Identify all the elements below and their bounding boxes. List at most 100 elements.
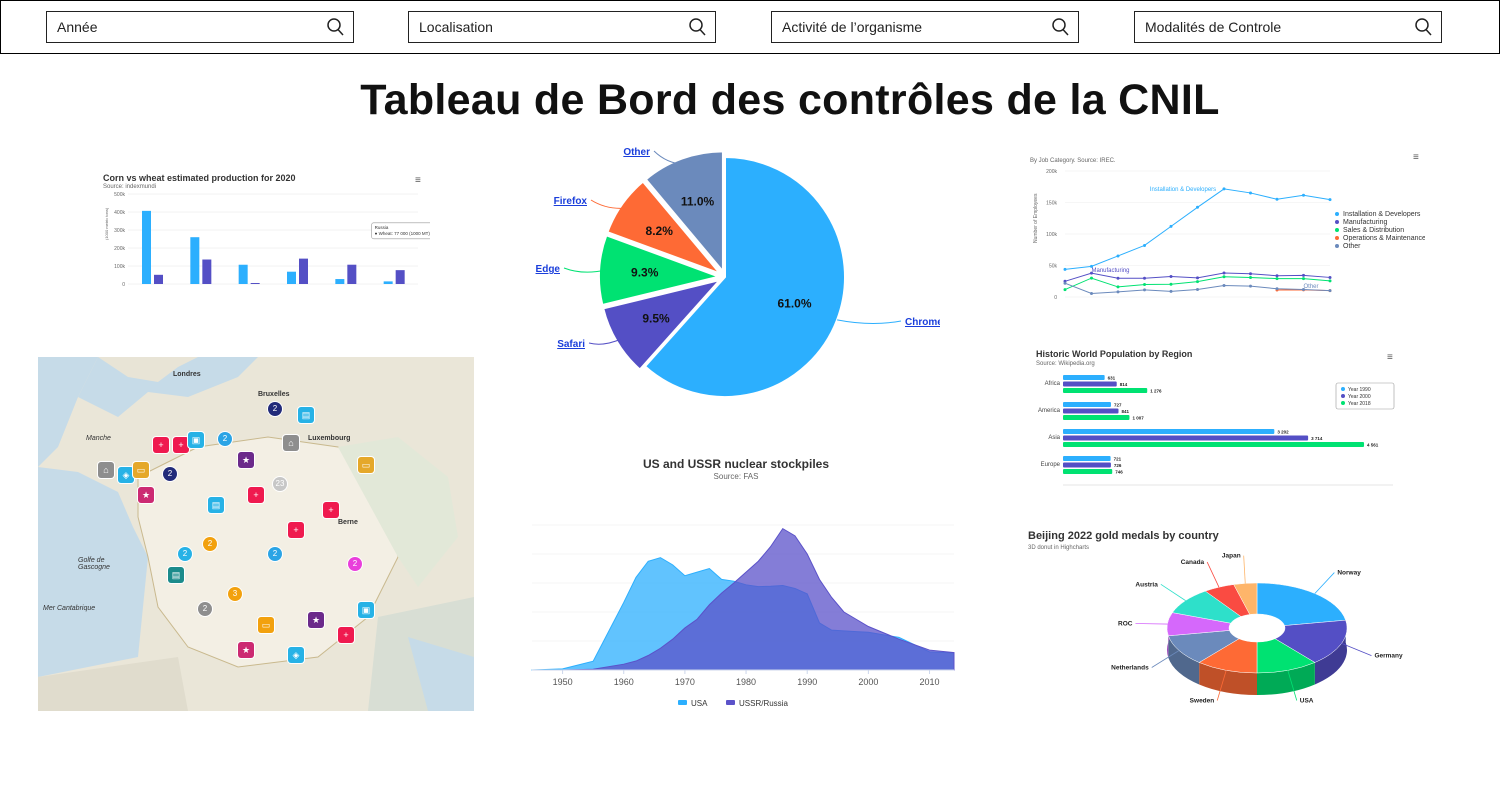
search-icon[interactable] bbox=[1413, 17, 1433, 37]
chart-title: US and USSR nuclear stockpiles bbox=[643, 457, 829, 471]
map-marker[interactable]: ▣ bbox=[188, 432, 204, 448]
donut-side bbox=[1257, 662, 1315, 695]
connector-line bbox=[1206, 561, 1220, 588]
map-marker[interactable]: + bbox=[248, 487, 264, 503]
menu-icon[interactable]: ≡ bbox=[415, 175, 421, 186]
slice-label: 8.2% bbox=[646, 224, 674, 238]
map-marker[interactable]: ★ bbox=[138, 487, 154, 503]
map-marker[interactable]: + bbox=[153, 437, 169, 453]
slice-name-link[interactable]: Safari bbox=[557, 339, 585, 350]
map-marker[interactable]: ◈ bbox=[118, 467, 134, 483]
map-marker[interactable]: ⌂ bbox=[98, 462, 114, 478]
slice-name-link[interactable]: Chrome bbox=[905, 317, 940, 328]
pie-slice bbox=[644, 150, 724, 275]
bar bbox=[1063, 456, 1111, 461]
bar-label: 746 bbox=[1115, 470, 1123, 475]
legend-marker bbox=[1335, 236, 1339, 240]
map-marker[interactable]: ▤ bbox=[168, 567, 184, 583]
filter-activite[interactable]: Activité de l’organisme bbox=[771, 11, 1079, 43]
search-icon[interactable] bbox=[325, 17, 345, 37]
map-place-label: Londres bbox=[173, 371, 201, 378]
bar bbox=[1063, 381, 1117, 387]
chart-subtitle: By Job Category. Source: IREC. bbox=[1030, 158, 1116, 164]
map-marker[interactable]: 2 bbox=[178, 547, 192, 561]
map-marker[interactable]: 2 bbox=[268, 402, 282, 416]
slice-name: Sweden bbox=[1190, 697, 1215, 704]
map-marker[interactable]: 2 bbox=[163, 467, 177, 481]
map-marker[interactable]: ★ bbox=[238, 642, 254, 658]
map-marker[interactable]: ★ bbox=[238, 452, 254, 468]
map-marker[interactable]: ▤ bbox=[208, 497, 224, 513]
map-marker[interactable]: 2 bbox=[348, 557, 362, 571]
donut-slice bbox=[1256, 582, 1346, 626]
filter-activite-label: Activité de l’organisme bbox=[782, 19, 923, 35]
chart-subtitle: Source: Wikipedia.org bbox=[1036, 361, 1095, 367]
connector-line bbox=[1135, 623, 1168, 625]
map-marker[interactable]: 2 bbox=[268, 547, 282, 561]
map-marker[interactable]: + bbox=[288, 522, 304, 538]
map-marker[interactable]: ▣ bbox=[358, 602, 374, 618]
tooltip-box bbox=[371, 222, 430, 240]
slice-name-link[interactable]: Edge bbox=[536, 264, 561, 275]
tick-label: 100k bbox=[114, 264, 125, 270]
map-marker[interactable]: 2 bbox=[218, 432, 232, 446]
tick-label: 150k bbox=[1046, 201, 1057, 207]
filter-modalites-label: Modalités de Controle bbox=[1145, 19, 1282, 35]
map-place-label: Berne bbox=[338, 519, 358, 526]
map-marker[interactable]: + bbox=[323, 502, 339, 518]
pie-slice bbox=[598, 233, 723, 307]
legend-label: USSR/Russia bbox=[739, 699, 788, 708]
slice-name: Germany bbox=[1374, 653, 1403, 660]
tick-label: 300k bbox=[114, 228, 125, 234]
pie-slice bbox=[606, 180, 724, 276]
y-axis-label: Number of Employees bbox=[1033, 193, 1039, 243]
filter-modalites[interactable]: Modalités de Controle bbox=[1134, 11, 1442, 43]
donut-slice bbox=[1233, 582, 1258, 615]
slice-label: 11.0% bbox=[681, 194, 715, 208]
legend-label: USA bbox=[691, 699, 708, 708]
map-marker[interactable]: 23 bbox=[273, 477, 287, 491]
connector-line bbox=[1151, 650, 1180, 668]
menu-icon[interactable]: ≡ bbox=[1413, 152, 1419, 163]
france-map[interactable]: Londres Bruxelles Luxembourg Berne Golfe de … bbox=[38, 357, 474, 711]
map-marker[interactable]: ▭ bbox=[258, 617, 274, 633]
slice-name-link[interactable]: Other bbox=[623, 147, 650, 158]
map-marker[interactable]: + bbox=[173, 437, 189, 453]
map-marker[interactable]: ★ bbox=[308, 612, 324, 628]
legend-label: Year 1990 bbox=[1348, 387, 1371, 393]
slice-name: Netherlands bbox=[1111, 665, 1149, 672]
menu-icon[interactable]: ≡ bbox=[1387, 352, 1393, 363]
bar bbox=[142, 210, 151, 284]
series-line bbox=[1064, 276, 1331, 291]
map-marker[interactable]: 2 bbox=[198, 602, 212, 616]
map-marker[interactable]: 2 bbox=[203, 537, 217, 551]
nuclear-area-chart: US and USSR nuclear stockpiles Source: F… bbox=[528, 452, 958, 717]
tick-label: 1980 bbox=[736, 677, 756, 687]
map-marker[interactable]: 3 bbox=[228, 587, 242, 601]
map-marker[interactable]: ⌂ bbox=[283, 435, 299, 451]
donut-side bbox=[1199, 662, 1257, 695]
map-marker[interactable]: ▤ bbox=[298, 407, 314, 423]
pie-slice bbox=[602, 278, 723, 371]
search-icon[interactable] bbox=[1050, 17, 1070, 37]
legend-marker bbox=[1341, 394, 1345, 398]
map-marker[interactable]: ▭ bbox=[358, 457, 374, 473]
legend-label: Sales & Distribution bbox=[1343, 227, 1404, 234]
category-label: America bbox=[1038, 408, 1061, 414]
legend-label: Other bbox=[1343, 243, 1361, 250]
map-marker[interactable]: ◈ bbox=[288, 647, 304, 663]
series-line bbox=[1064, 272, 1331, 282]
slice-name: Canada bbox=[1181, 559, 1205, 566]
tick-label: 1960 bbox=[614, 677, 634, 687]
y-axis-label: (1000 metric tons) bbox=[104, 207, 109, 240]
tick-label: 1950 bbox=[553, 677, 573, 687]
legend-marker bbox=[1335, 228, 1339, 232]
slice-name-link[interactable]: Firefox bbox=[554, 196, 588, 207]
data-point bbox=[1063, 267, 1067, 271]
search-icon[interactable] bbox=[687, 17, 707, 37]
map-marker[interactable]: + bbox=[338, 627, 354, 643]
slice-name: ROC bbox=[1118, 620, 1133, 627]
map-marker[interactable]: ▭ bbox=[133, 462, 149, 478]
filter-localisation[interactable]: Localisation bbox=[408, 11, 716, 43]
filter-annee[interactable]: Année bbox=[46, 11, 354, 43]
